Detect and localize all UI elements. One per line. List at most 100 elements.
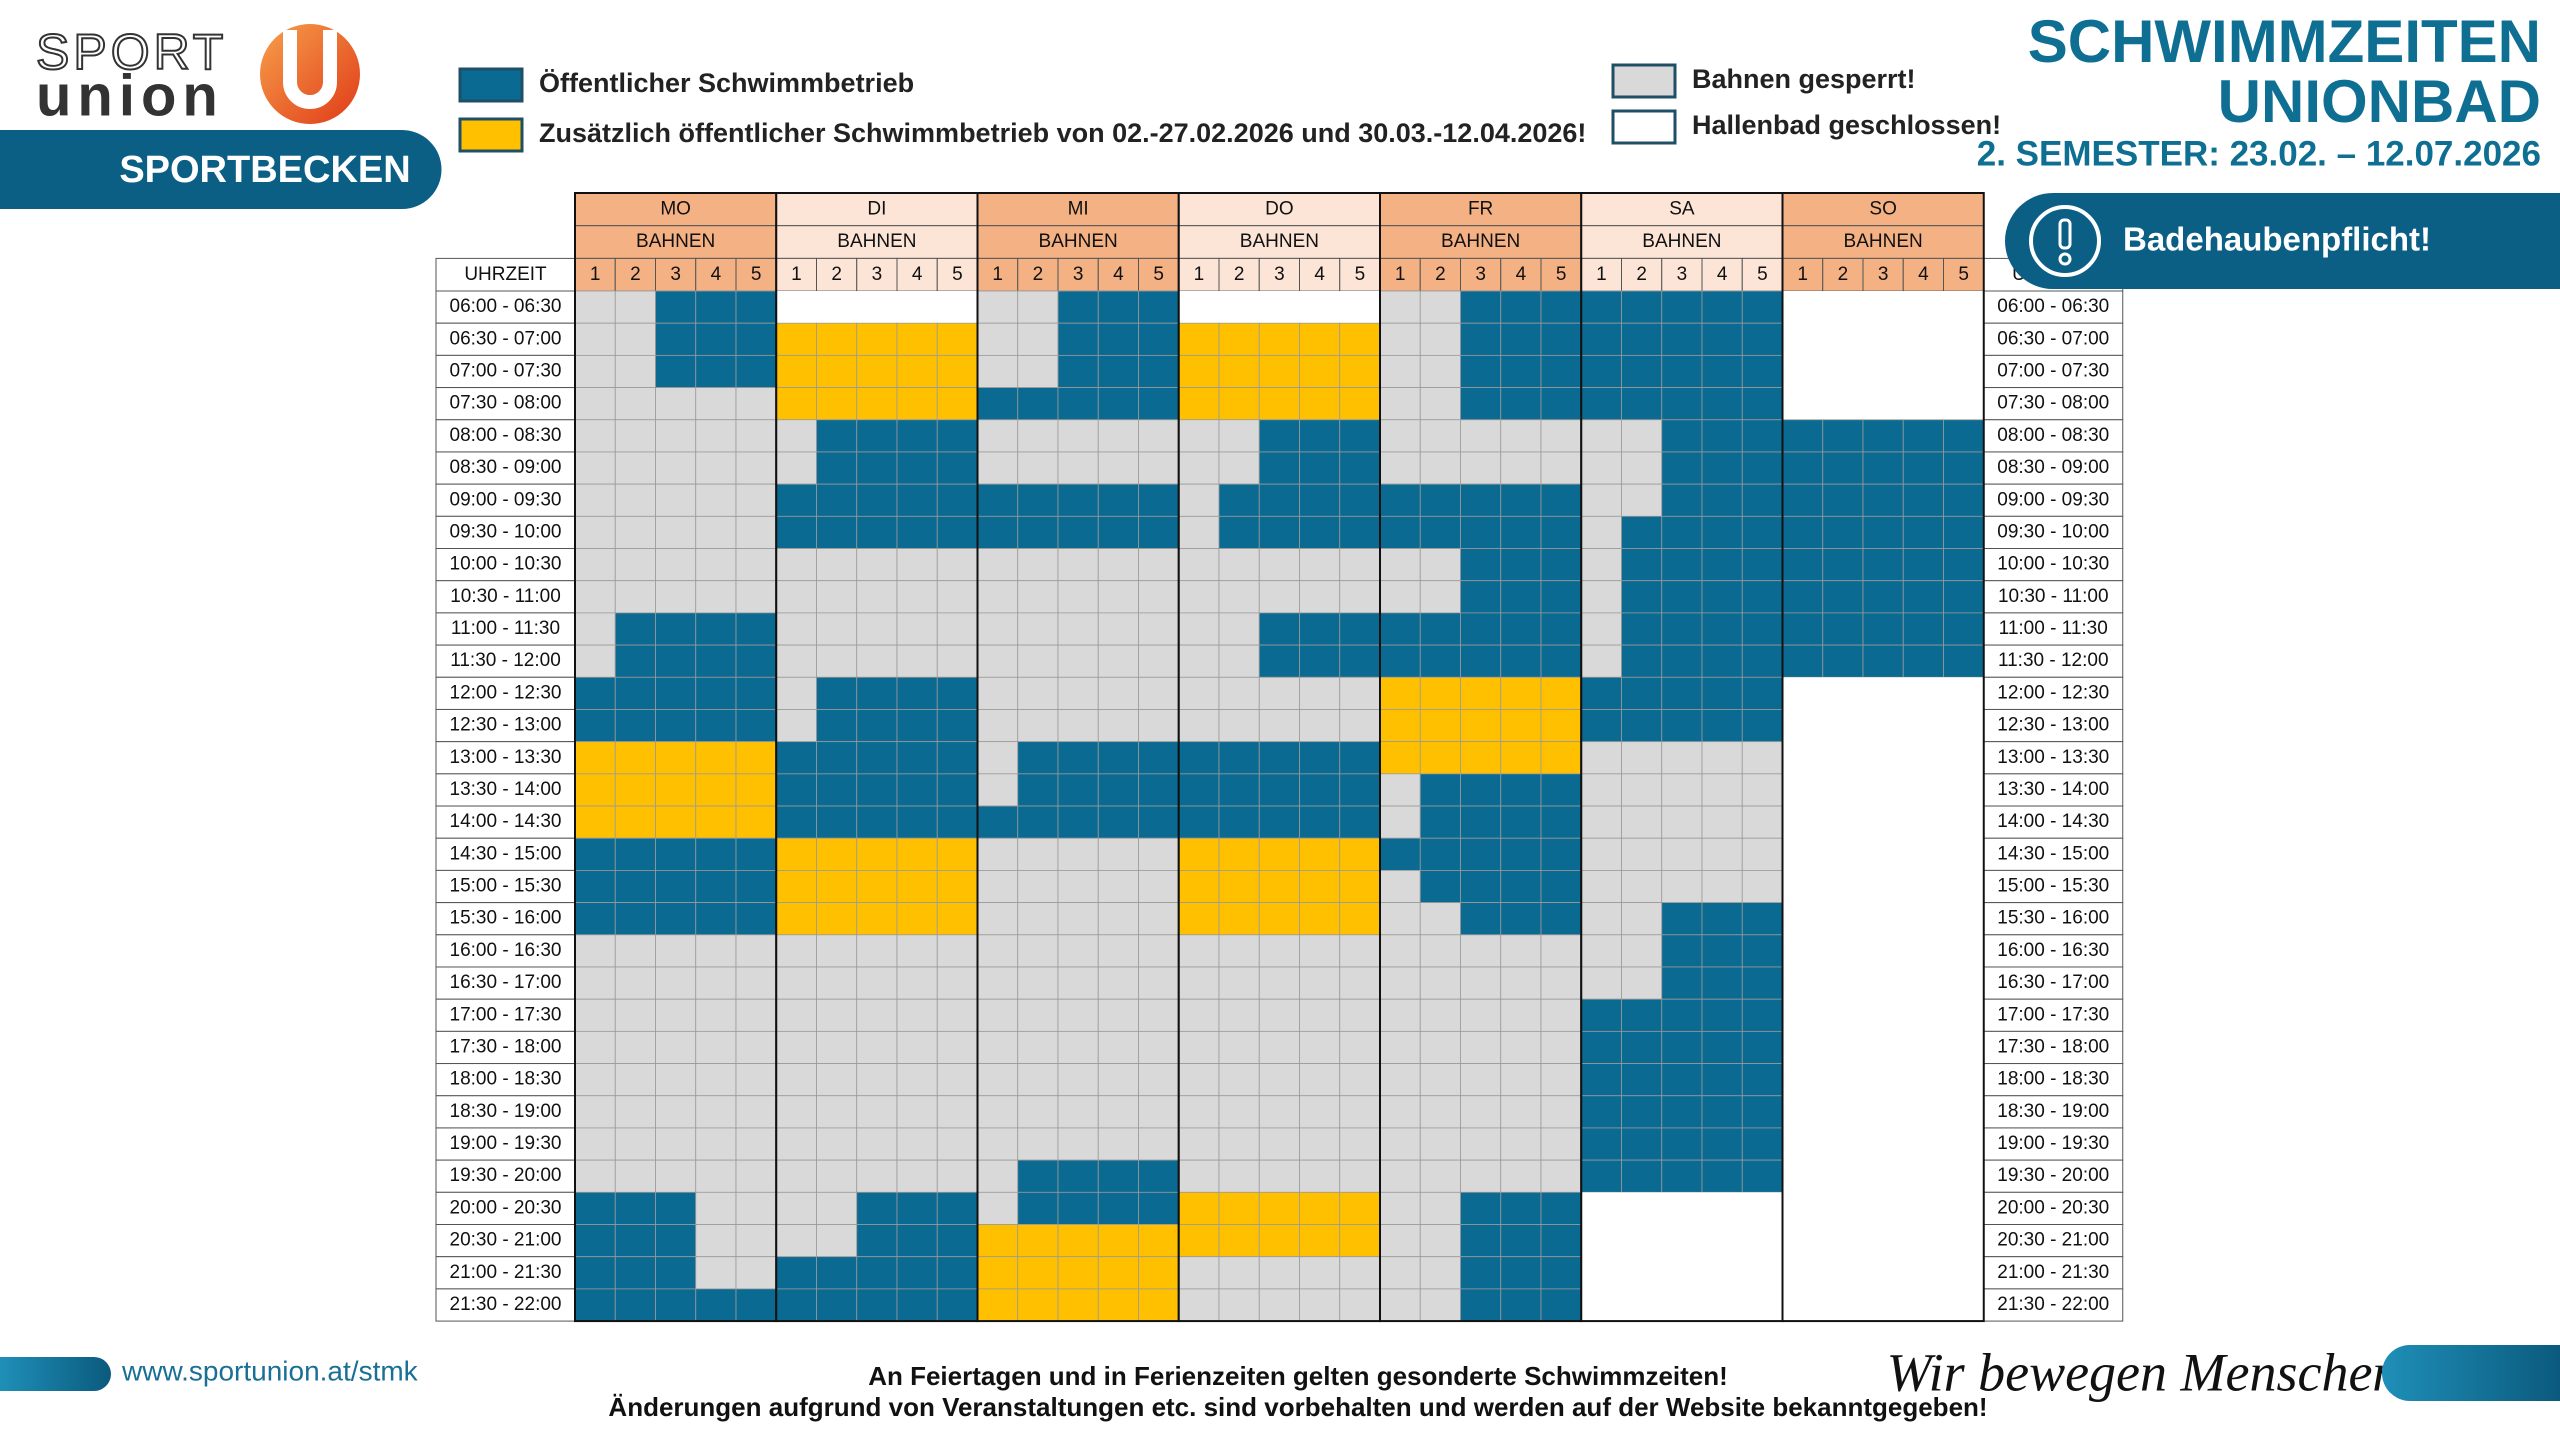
lane-slot — [1943, 355, 1984, 388]
lane-slot — [574, 322, 616, 356]
lane-slot — [1903, 291, 1944, 324]
lane-slot — [1097, 1095, 1139, 1129]
footer-url[interactable]: www.sportunion.at/stmk — [121, 1355, 419, 1386]
lane-slot — [1782, 838, 1823, 871]
lane-slot — [1741, 676, 1783, 710]
lanes-label: BAHNEN — [1441, 231, 1520, 252]
lane-slot — [1741, 934, 1783, 968]
lanes-label: BAHNEN — [837, 231, 916, 252]
lane-slot — [735, 354, 777, 388]
time-label: 16:30 - 17:00 — [1997, 972, 2109, 993]
lane-slot — [1339, 291, 1380, 324]
lane-slot — [1057, 644, 1099, 678]
lane-slot — [1339, 837, 1381, 871]
lane-slot — [1943, 741, 1984, 774]
lane-slot — [1943, 870, 1984, 903]
lane-slot — [977, 902, 1019, 936]
lane-slot — [735, 644, 777, 678]
lane-number: 2 — [1636, 264, 1647, 285]
lane-slot — [655, 1030, 697, 1064]
lane-slot — [1661, 741, 1703, 775]
lane-slot — [735, 548, 777, 582]
time-cell — [435, 741, 576, 775]
lane-slot — [655, 451, 697, 485]
lane-slot — [1863, 709, 1904, 742]
lane-slot — [1943, 773, 1984, 807]
lane-slot — [856, 451, 898, 485]
lane-slot — [1661, 902, 1703, 936]
time-label: 15:00 - 15:30 — [1997, 876, 2109, 897]
lane-slot — [1822, 773, 1863, 807]
lane-slot — [1097, 612, 1139, 646]
lane-slot — [816, 548, 858, 582]
lane-slot — [1943, 934, 1984, 967]
lane-slot — [1057, 805, 1099, 839]
lane-slot — [977, 1095, 1019, 1129]
lane-slot — [1500, 773, 1542, 807]
lane-slot — [1701, 709, 1743, 743]
lane-slot — [574, 515, 616, 549]
time-label: 15:30 - 16:00 — [1997, 908, 2109, 929]
lane-slot — [614, 676, 656, 710]
lane-slot — [574, 773, 616, 807]
lane-slot — [1741, 1030, 1783, 1064]
lane-slot — [1742, 1224, 1783, 1257]
lane-slot — [1460, 1063, 1502, 1097]
lane-slot — [1580, 548, 1622, 582]
lane-slot — [1017, 1224, 1059, 1258]
lane-slot — [1500, 451, 1542, 485]
lane-slot — [1379, 1095, 1421, 1129]
lane-slot — [1741, 998, 1783, 1032]
lane-slot — [1943, 451, 1985, 485]
lane-slot — [614, 290, 656, 324]
legend-swatch — [458, 117, 524, 153]
lane-slot — [1540, 741, 1582, 775]
lane-slot — [1500, 612, 1542, 646]
lane-slot — [936, 515, 978, 549]
lane-slot — [735, 322, 777, 356]
lane-slot — [1419, 451, 1461, 485]
lane-slot — [1258, 580, 1300, 614]
lane-slot — [1903, 773, 1944, 807]
lane-slot — [1097, 322, 1139, 356]
lane-slot — [1500, 1288, 1542, 1322]
lane-slot — [816, 870, 858, 904]
time-cell — [435, 483, 576, 517]
legend-label: Öffentlicher Schwimmbetrieb — [539, 68, 914, 98]
lane-slot — [1299, 1191, 1341, 1225]
lane-slot — [896, 1095, 938, 1129]
lane-slot — [695, 290, 737, 324]
lane-slot — [1138, 870, 1180, 904]
lane-slot — [614, 1030, 656, 1064]
lane-slot — [655, 998, 697, 1032]
time-label: 14:30 - 15:00 — [450, 843, 562, 864]
lane-slot — [574, 1288, 616, 1322]
lane-slot — [1138, 966, 1180, 1000]
lane-slot — [1580, 354, 1622, 388]
lane-slot — [1621, 1224, 1662, 1257]
lane-slot — [655, 1159, 697, 1193]
lane-slot — [1782, 999, 1823, 1032]
lane-slot — [735, 1159, 777, 1193]
lane-slot — [1741, 483, 1783, 517]
lane-slot — [936, 483, 978, 517]
lane-slot — [1621, 419, 1663, 453]
lane-slot — [735, 1288, 777, 1322]
time-cell — [1983, 612, 2124, 646]
lane-slot — [856, 805, 898, 839]
lane-slot — [1782, 548, 1824, 582]
lane-slot — [1097, 419, 1139, 453]
lane-slot — [1379, 548, 1421, 582]
lane-slot — [1903, 966, 1944, 1000]
lane-slot — [1902, 644, 1944, 678]
lane-slot — [1822, 934, 1863, 967]
lane-slot — [1258, 1063, 1300, 1097]
lane-slot — [1741, 741, 1783, 775]
lane-slot — [1580, 515, 1622, 549]
lane-number: 3 — [1475, 264, 1486, 285]
lane-slot — [1460, 934, 1502, 968]
lane-slot — [1097, 934, 1139, 968]
lane-slot — [936, 870, 978, 904]
lanes-label: BAHNEN — [1240, 231, 1319, 252]
lane-slot — [1419, 709, 1461, 743]
